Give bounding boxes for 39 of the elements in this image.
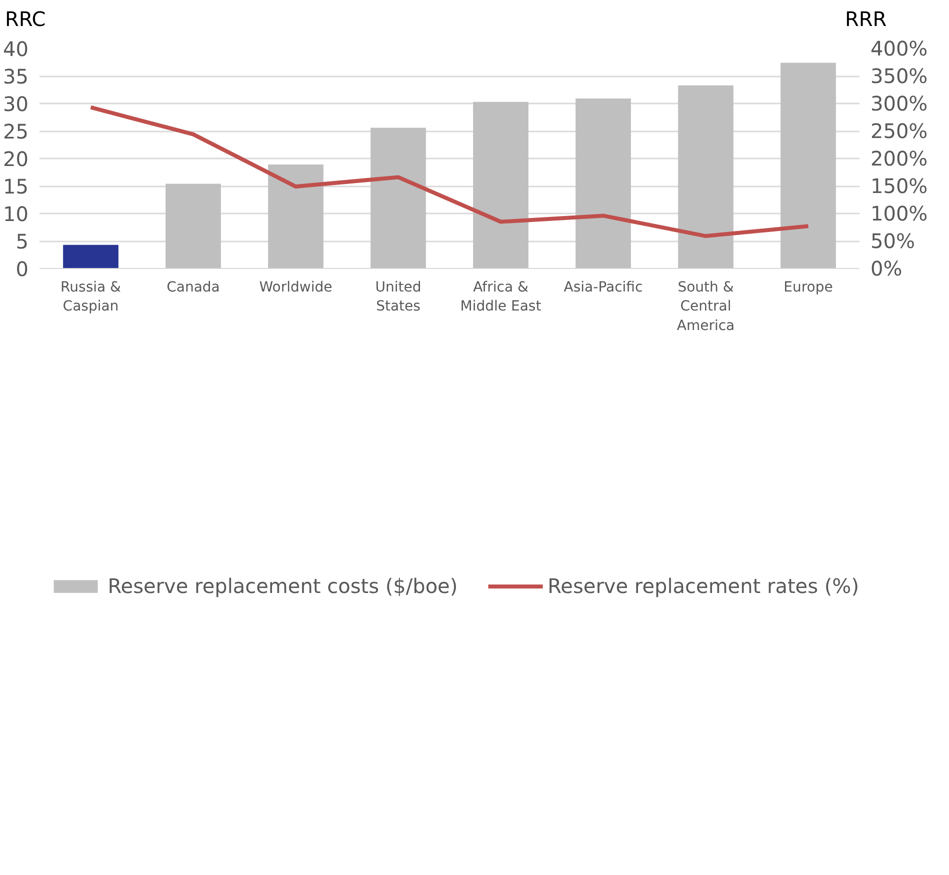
bar bbox=[576, 98, 631, 268]
bar bbox=[473, 102, 528, 268]
x-tick-label: South & Central America bbox=[676, 280, 735, 334]
y-tick-label: 15 bbox=[3, 174, 29, 198]
bar bbox=[63, 244, 118, 268]
y-tick-label: 0 bbox=[16, 257, 29, 281]
y-tick-label: 35 bbox=[3, 64, 29, 88]
legend-label: Reserve replacement costs ($/boe) bbox=[108, 574, 458, 598]
x-tick-label: Europe bbox=[784, 280, 833, 296]
y-tick-label: 5 bbox=[16, 230, 29, 254]
y2-tick-label: 350% bbox=[870, 64, 928, 88]
y-tick-label: 40 bbox=[3, 37, 29, 61]
y-axis-title: RRC bbox=[5, 6, 46, 33]
y2-tick-label: 100% bbox=[870, 202, 928, 226]
y2-tick-label: 400% bbox=[870, 36, 928, 60]
x-tick-label: Africa & Middle East bbox=[460, 280, 542, 315]
bar bbox=[370, 128, 426, 268]
legend-label: Reserve replacement rates (%) bbox=[548, 574, 859, 598]
y2-tick-label: 300% bbox=[870, 92, 928, 116]
y-tick-label: 20 bbox=[3, 147, 29, 171]
y2-tick-label: 200% bbox=[870, 146, 928, 170]
line-series bbox=[88, 105, 810, 238]
y-tick-label: 30 bbox=[3, 92, 29, 116]
y2-tick-label: 0% bbox=[870, 256, 902, 280]
x-tick-label: Canada bbox=[166, 280, 220, 296]
y2-axis-title: RRR bbox=[845, 6, 887, 33]
y-tick-label: 25 bbox=[3, 120, 29, 144]
x-tick-label: United States bbox=[375, 280, 422, 315]
bar bbox=[780, 62, 836, 268]
y2-tick-label: 250% bbox=[870, 119, 928, 143]
bar bbox=[678, 85, 734, 268]
x-tick-label: Worldwide bbox=[259, 280, 332, 296]
x-tick-label: Russia & Caspian bbox=[60, 280, 122, 315]
y2-tick-label: 150% bbox=[870, 174, 928, 198]
y2-tick-label: 50% bbox=[870, 229, 915, 253]
bar bbox=[166, 184, 221, 268]
y-tick-label: 10 bbox=[3, 202, 29, 226]
x-tick-label: Asia-Pacific bbox=[564, 280, 643, 296]
bar bbox=[268, 164, 324, 268]
